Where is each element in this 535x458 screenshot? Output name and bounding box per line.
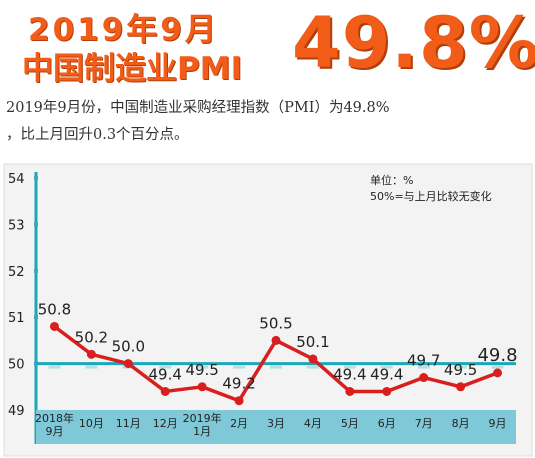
reference-dash [270,365,282,369]
reference-dash [196,365,209,369]
data-label: 49.2 [222,375,255,393]
y-tick-mark [34,222,38,227]
annotation-reference-note: 50%=与上月比较无变化 [370,189,492,203]
y-tick-label: 52 [8,265,25,280]
description: 2019年9月份，中国制造业采购经理指数（PMI）为49.8% ，比上月回升0.… [6,95,531,149]
data-point [493,368,503,378]
data-label: 49.8 [477,345,517,366]
y-tick-label: 50 [8,358,25,373]
annotation-unit: 单位：% [370,173,413,187]
chart-panel [3,163,533,457]
data-point [456,382,466,392]
data-point [345,386,355,396]
pmi-line-chart: 49 50 51 52 53 54 2018年 9月 10月 11月 12月 2019年 1月 2月 3月… [3,163,533,457]
data-point [123,359,133,369]
headline-value: 49.8% [292,2,535,84]
x-tick-label: 10月 [79,417,104,430]
x-tick-label: 4月 [304,417,322,430]
data-label: 50.1 [296,333,329,351]
x-tick-label: 12月 [153,417,178,430]
data-label: 50.5 [259,314,292,332]
y-tick-mark [34,315,38,320]
data-point [271,335,281,345]
x-tick-label: 11月 [116,417,141,430]
reference-dash [48,365,61,369]
description-line2: ，比上月回升0.3个百分点。 [6,127,189,143]
reference-dash [233,365,246,369]
y-tick-mark [34,268,38,273]
data-label: 50.0 [112,338,145,356]
data-label: 49.4 [370,365,403,383]
x-axis: 2018年 9月 10月 11月 12月 2019年 1月 2月 3月 4月 5月 6月 7月 8月 9月 [35,410,516,444]
y-tick-mark [34,176,38,180]
x-tick-label: 9月 [489,417,507,430]
x-tick-label: 3月 [267,417,285,430]
reference-dash [380,365,393,369]
y-tick-label: 54 [8,172,25,187]
reference-dash [306,365,319,369]
reference-dash [343,365,356,369]
x-tick-label: 2019年 1月 [183,411,222,438]
data-label: 49.5 [185,361,218,379]
reference-dash [159,365,172,369]
description-line1: 2019年9月份，中国制造业采购经理指数（PMI）为49.8% [6,100,390,116]
data-point [419,373,429,383]
x-axis-band [36,410,516,444]
data-point [160,386,170,396]
x-tick-label: 6月 [378,417,396,430]
data-point [197,382,207,392]
data-labels-group: 50.850.250.049.4 49.549.250.550.149.4 49.4… [38,300,518,392]
reference-dash [454,365,467,369]
reference-dash [85,365,98,369]
data-label: 49.7 [407,352,440,370]
x-tick-label: 7月 [415,417,433,430]
x-tick-label: 5月 [341,417,359,430]
data-point [308,354,318,364]
title-line2: 中国制造业PMI [22,51,243,87]
reference-dash [491,365,504,369]
series-group [49,321,503,406]
data-label: 50.8 [38,300,71,318]
title-line1: 2019年9月 [28,12,219,48]
y-tick-label: 49 [8,404,25,419]
data-label: 50.2 [75,328,108,346]
data-point [86,349,96,359]
x-tick-label: 8月 [452,417,470,430]
reference-dash [417,365,430,369]
x-tick-label: 2018年 9月 [35,411,74,438]
y-tick-label: 53 [8,218,25,233]
data-point [49,321,59,331]
data-label: 49.5 [444,361,477,379]
y-axis: 49 50 51 52 53 54 [8,172,38,444]
data-label: 49.4 [333,365,366,383]
data-point [234,396,244,406]
y-tick-label: 51 [8,311,25,326]
data-point [382,386,392,396]
x-tick-label: 2月 [230,417,248,430]
data-label: 49.4 [149,365,182,383]
